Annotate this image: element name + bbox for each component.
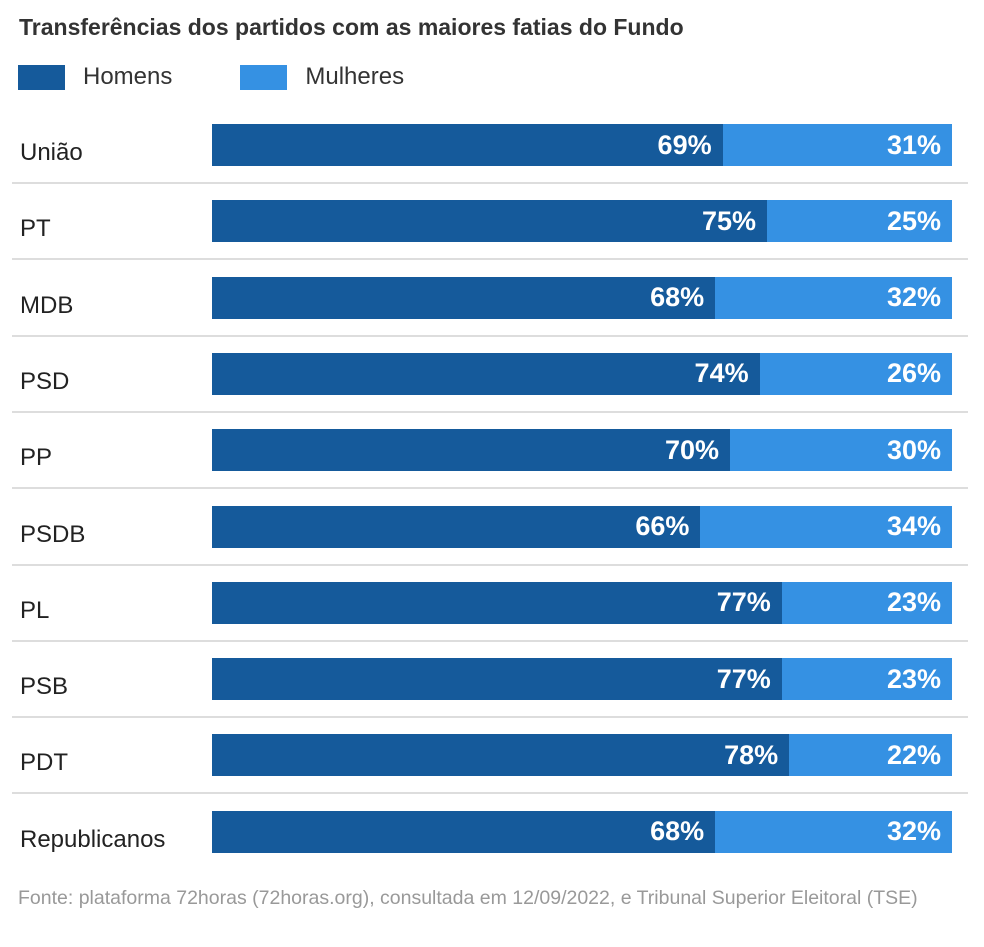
stacked-bar: 77% 23% [212,581,952,624]
row-divider [12,334,968,337]
bar-segment-homens: 69% [212,124,723,166]
bar-row: PDT 78% 22% [12,731,968,807]
bar-segment-mulheres: 26% [759,352,952,395]
legend-label-mulheres: Mulheres [305,63,405,90]
row-divider [12,716,968,719]
bar-row: União 69% 31% [12,121,968,197]
bar-segment-homens: 74% [212,352,760,395]
stacked-bar: 68% 32% [212,276,952,319]
bar-row: PSB 77% 23% [12,655,968,731]
bar-row: Republicanos 68% 32% [12,808,968,884]
row-divider [12,563,968,566]
legend-swatch-homens [18,64,65,90]
row-divider [12,182,968,184]
bar-segment-mulheres: 32% [715,810,952,853]
legend: Homens Mulheres [18,63,472,91]
bar-segment-homens: 77% [212,581,782,624]
bar-segment-mulheres: 23% [781,581,952,624]
category-label: PSD [20,367,70,395]
row-divider [12,639,968,642]
stacked-bar: 68% 32% [212,810,952,853]
category-label: Republicanos [20,825,166,853]
bar-segment-homens: 78% [212,734,790,777]
bar-segment-homens: 70% [212,429,730,472]
stacked-bar: 78% 22% [212,734,952,777]
category-label: PSDB [20,520,86,548]
bar-segment-homens: 68% [212,276,716,319]
bar-segment-homens: 75% [212,200,767,243]
stacked-bar: 66% 34% [212,505,952,548]
category-label: PL [20,596,50,624]
bar-segment-mulheres: 22% [789,734,952,777]
bar-segment-homens: 68% [212,810,716,853]
bar-row: MDB 68% 32% [12,274,968,350]
stacked-bar: 77% 23% [212,658,952,701]
stacked-bar: 75% 25% [212,200,952,243]
bar-segment-homens: 66% [212,505,701,548]
row-divider [12,410,968,413]
chart-title: Transferências dos partidos com as maior… [19,14,684,40]
bar-row: PL 77% 23% [12,579,968,655]
legend-label-homens: Homens [83,63,173,90]
category-label: PSB [20,673,69,701]
bar-segment-mulheres: 31% [722,124,952,166]
bar-row: PP 70% 30% [12,426,968,502]
row-divider [12,792,968,795]
bar-segment-mulheres: 23% [781,658,952,701]
stacked-bar: 70% 30% [212,429,952,472]
bar-segment-mulheres: 30% [730,429,952,472]
bar-row: PT 75% 25% [12,197,968,273]
stacked-bar: 74% 26% [212,352,952,395]
bar-segment-mulheres: 34% [700,505,952,548]
category-label: PT [20,215,51,243]
stacked-bar: 69% 31% [212,124,952,166]
source-note: Fonte: plataforma 72horas (72horas.org),… [18,887,918,909]
bar-segment-mulheres: 32% [715,276,952,319]
bar-row: PSDB 66% 34% [12,503,968,579]
bar-row: PSD 74% 26% [12,350,968,426]
category-label: PDT [20,749,68,777]
bar-segment-homens: 77% [212,658,782,701]
category-label: PP [20,444,53,472]
bar-segment-mulheres: 25% [767,200,952,243]
legend-swatch-mulheres [240,64,288,90]
category-label: MDB [20,291,74,319]
row-divider [12,258,968,261]
row-divider [12,487,968,490]
category-label: União [20,139,83,166]
